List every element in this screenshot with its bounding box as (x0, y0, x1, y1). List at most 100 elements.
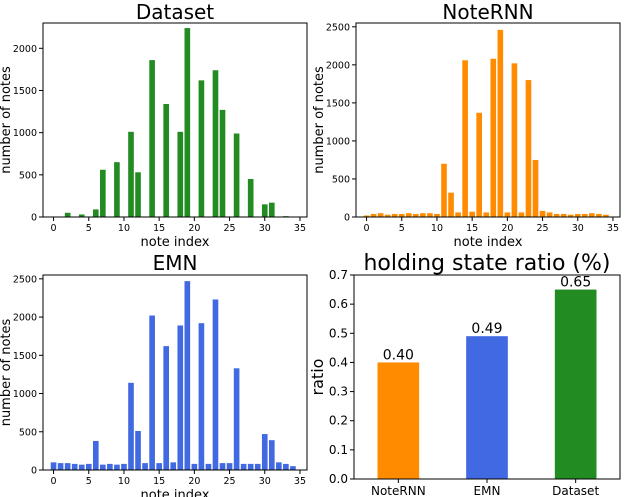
bar (163, 103, 170, 217)
chart-title-notern: NoteRNN (442, 0, 533, 24)
bar (546, 212, 553, 217)
axes-frame (353, 274, 621, 480)
bar (254, 463, 261, 470)
x-tick-label: 5 (86, 476, 92, 487)
y-tick-label: 1500 (13, 351, 37, 362)
bar (532, 159, 539, 217)
bar (553, 213, 560, 217)
bar (240, 463, 247, 470)
x-tick-label: 20 (188, 476, 200, 487)
chart-title-emn: EMN (153, 251, 198, 275)
bar-dataset (554, 289, 597, 479)
y-tick-label: 2000 (326, 60, 350, 71)
y-tick-label: 0.4 (329, 355, 348, 369)
bar (114, 162, 120, 217)
chart-title-dataset: Dataset (136, 0, 214, 24)
chart-title-holding: holding state ratio (%) (363, 251, 610, 276)
bar (377, 213, 384, 217)
bar (413, 213, 419, 217)
x-tick-label: 30 (259, 476, 271, 487)
y-tick-label: 0.0 (329, 472, 348, 486)
bar (476, 112, 483, 217)
y-tick-label: 2500 (326, 22, 350, 33)
bar (184, 281, 191, 470)
bar (149, 315, 155, 470)
axes-frame (42, 22, 308, 218)
bar (581, 213, 588, 217)
bar (205, 463, 212, 470)
bar (78, 214, 85, 217)
bar (405, 213, 412, 217)
x-tick-label: 0 (364, 223, 370, 234)
bar (560, 213, 567, 217)
bar (504, 212, 511, 217)
bar (247, 179, 254, 217)
bar (398, 213, 405, 217)
x-tick-label: 20 (501, 223, 513, 234)
x-tick-label: 35 (607, 223, 619, 234)
bar (283, 463, 289, 470)
bar (50, 462, 57, 470)
bar (92, 440, 99, 470)
bar (226, 463, 233, 470)
bar (233, 133, 240, 217)
bar (212, 299, 219, 470)
bar (276, 462, 282, 470)
bar (198, 323, 205, 470)
y-tick-label: 0.2 (329, 414, 348, 428)
bar (64, 212, 71, 217)
y-tick-label: 0.3 (329, 385, 348, 399)
bar (107, 463, 113, 470)
x-tick-label: 25 (224, 476, 236, 487)
x-tick-label: 15 (153, 476, 165, 487)
x-tick-label: 35 (294, 223, 306, 234)
y-tick-label: 1500 (326, 98, 350, 109)
x-tick-label: NoteRNN (371, 484, 426, 497)
bar (448, 192, 454, 217)
bar (455, 212, 461, 217)
x-tick-label: 20 (188, 223, 200, 234)
bar (268, 202, 275, 217)
bar (135, 172, 141, 217)
bar (198, 80, 205, 217)
y-tick-label: 0 (31, 213, 37, 224)
bar (261, 434, 268, 470)
x-axis-label: note index (141, 488, 210, 497)
bar (177, 325, 184, 470)
x-tick-label: 25 (537, 223, 549, 234)
bar (539, 210, 546, 217)
x-tick-label: 15 (466, 223, 478, 234)
y-axis-label: number of notes (0, 66, 14, 174)
bar (177, 131, 184, 217)
bar (490, 58, 497, 217)
data-label: 0.40 (383, 347, 414, 363)
axes-frame (42, 274, 308, 471)
bar (391, 213, 398, 217)
bar (589, 213, 595, 217)
bar (261, 204, 268, 217)
bar (149, 60, 155, 218)
bar (497, 29, 504, 217)
x-tick-label: 0 (51, 476, 57, 487)
bar (567, 214, 574, 217)
bar (483, 212, 490, 217)
bar (121, 463, 127, 470)
y-tick-label: 0 (344, 213, 350, 224)
x-tick-label: 25 (224, 223, 236, 234)
bar (511, 63, 518, 218)
bar (85, 463, 92, 470)
bar (100, 464, 106, 470)
y-tick-label: 1500 (13, 86, 37, 97)
x-tick-label: 10 (431, 223, 443, 234)
bar (135, 431, 141, 470)
y-axis-label: ratio (308, 359, 327, 396)
bar (603, 214, 609, 217)
bar (142, 463, 148, 470)
y-axis-label: number of notes (312, 66, 327, 174)
bar-noternn (377, 362, 420, 479)
x-tick-label: 30 (259, 223, 271, 234)
x-tick-label: 5 (399, 223, 405, 234)
bar (427, 213, 433, 217)
x-axis-label: note index (454, 235, 523, 250)
